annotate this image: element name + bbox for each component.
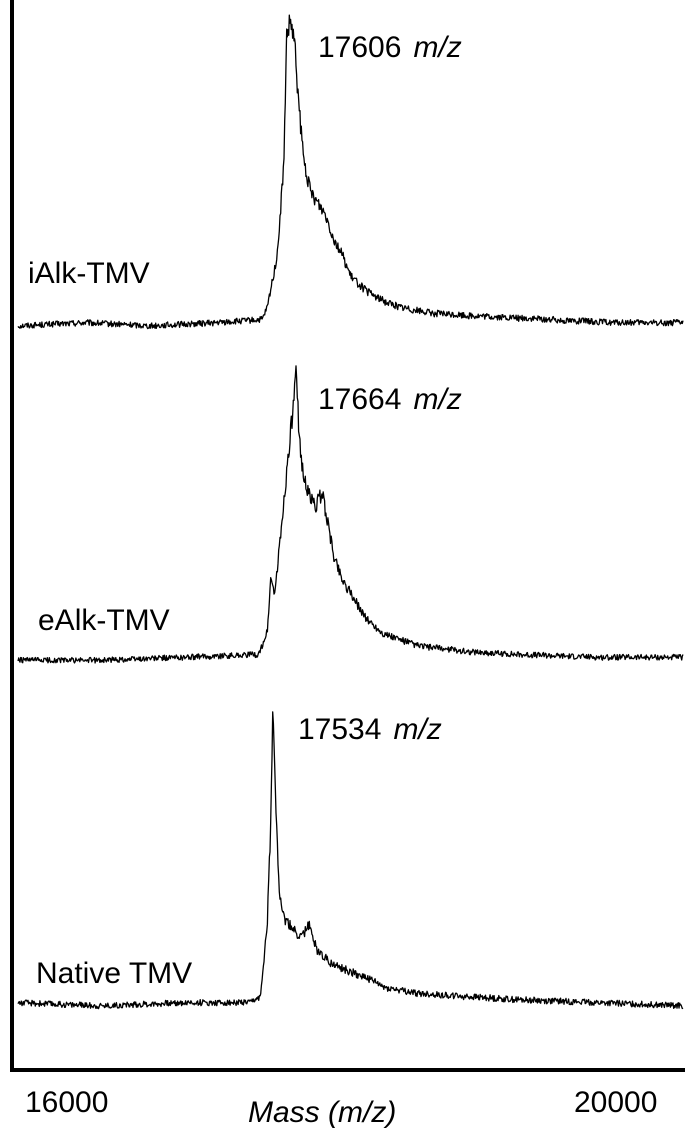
peak-label-ealk: 17664 m/z [318,383,462,416]
peak-unit-ialk: m/z [413,31,461,64]
peak-value-native: 17534 [298,713,381,746]
peak-label-native: 17534 m/z [298,713,442,746]
peak-value-ialk: 17606 [318,31,401,64]
peak-unit-native: m/z [393,713,441,746]
spectra-traces [18,15,683,1009]
x-tick-label-16000: 16000 [25,1086,108,1119]
x-tick-label-20000: 20000 [574,1086,657,1119]
series-label-ialk: iAlk-TMV [28,257,150,290]
peak-label-ialk: 17606 m/z [318,31,462,64]
peak-value-ealk: 17664 [318,383,401,416]
series-label-native: Native TMV [36,957,192,990]
series-label-ealk: eAlk-TMV [38,604,170,637]
peak-unit-ealk: m/z [413,383,461,416]
x-axis-title: Mass (m/z) [248,1096,396,1129]
